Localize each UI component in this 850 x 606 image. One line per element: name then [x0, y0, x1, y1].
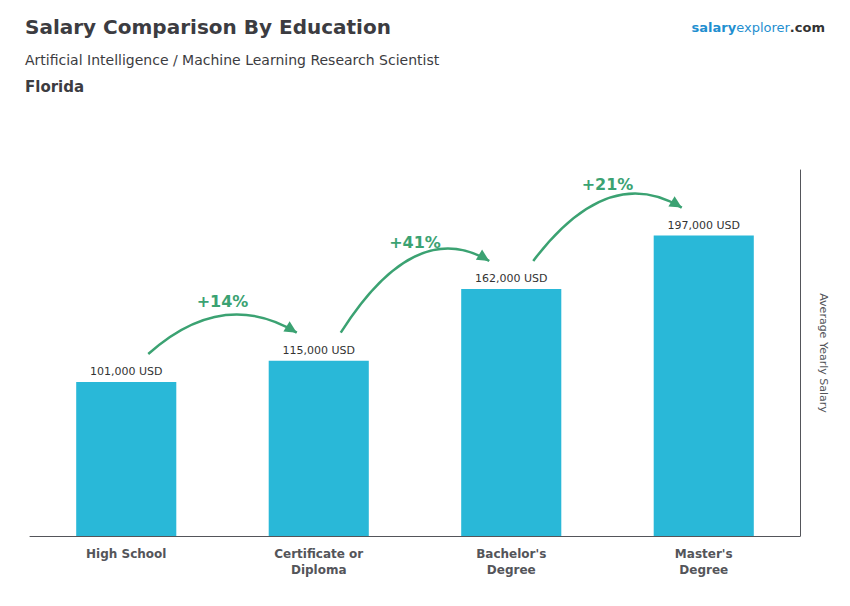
svg-text:+41%: +41%: [389, 233, 441, 252]
svg-text:Artificial Intelligence / Mach: Artificial Intelligence / Machine Learni…: [25, 52, 440, 68]
svg-text:+14%: +14%: [197, 292, 249, 311]
svg-text:Florida: Florida: [25, 78, 84, 96]
svg-text:High School: High School: [86, 547, 166, 561]
svg-text:.com: .com: [790, 20, 825, 35]
svg-text:Degree: Degree: [679, 563, 728, 577]
svg-text:Certificate or: Certificate or: [274, 547, 363, 561]
svg-text:101,000 USD: 101,000 USD: [90, 365, 163, 378]
svg-text:115,000 USD: 115,000 USD: [283, 344, 356, 357]
svg-text:Degree: Degree: [487, 563, 536, 577]
svg-text:explorer: explorer: [736, 20, 790, 35]
svg-text:+21%: +21%: [582, 175, 634, 194]
svg-text:salary: salary: [692, 20, 737, 35]
svg-text:Master's: Master's: [675, 547, 733, 561]
svg-text:Diploma: Diploma: [291, 563, 347, 577]
svg-text:197,000 USD: 197,000 USD: [668, 219, 741, 232]
svg-text:162,000 USD: 162,000 USD: [475, 272, 548, 285]
svg-text:Average Yearly Salary: Average Yearly Salary: [817, 293, 830, 413]
svg-text:Bachelor's: Bachelor's: [476, 547, 546, 561]
svg-text:Salary Comparison By Education: Salary Comparison By Education: [25, 15, 391, 39]
